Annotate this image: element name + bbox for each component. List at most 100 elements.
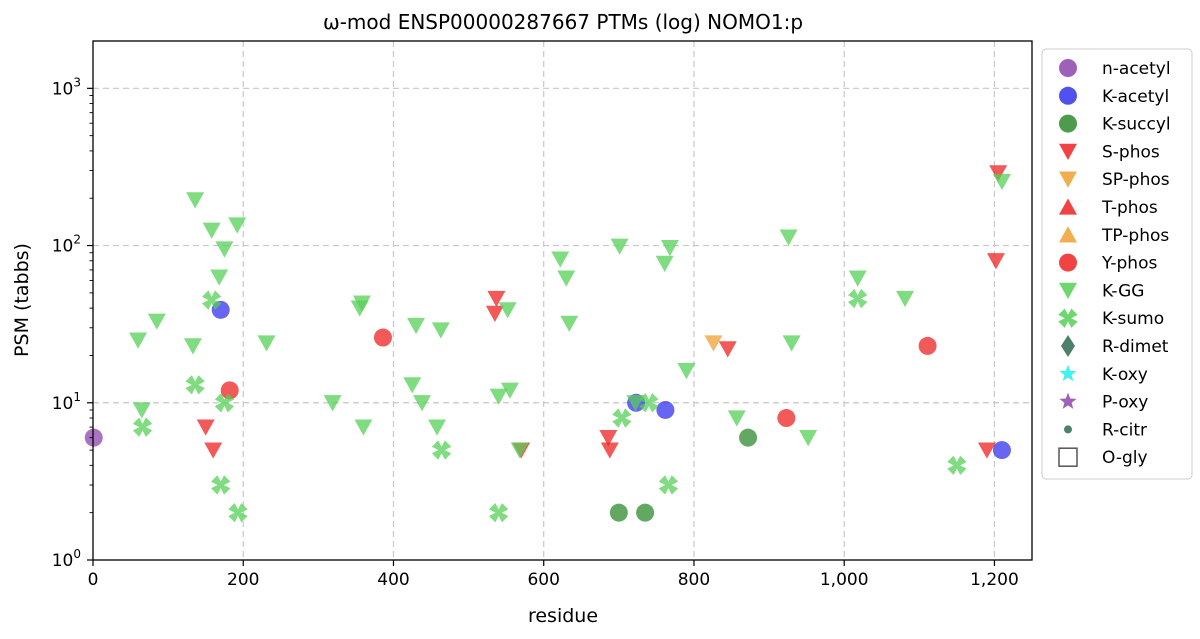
point-k-succyl (636, 503, 655, 522)
point-s-phos (487, 290, 506, 308)
point-k-sumo (201, 290, 222, 310)
axes: 0 200 400 600 800 1,000 1,200 100 101 102 103 (52, 75, 1019, 590)
x-tick-label: 800 (678, 570, 710, 590)
legend-marker-sp-phos (1059, 171, 1077, 188)
point-k-sumo (185, 375, 205, 395)
y-tick-label: 103 (52, 75, 81, 99)
point-k-sumo (658, 475, 679, 495)
point-s-phos (204, 442, 223, 459)
x-tick-label: 400 (377, 570, 409, 590)
legend-marker-k-oxy (1059, 364, 1077, 382)
legend-label-y-phos: Y-phos (1101, 254, 1157, 274)
point-s-phos (485, 305, 504, 322)
legend-marker-tp-phos (1059, 226, 1077, 243)
legend-marker-k-succyl (1059, 114, 1077, 133)
legend-marker-k-sumo (1058, 308, 1078, 328)
point-s-phos (196, 419, 215, 436)
point-k-sumo (488, 502, 509, 523)
point-y-phos (220, 381, 239, 400)
point-k-gg (186, 192, 205, 209)
point-s-phos (718, 341, 737, 358)
point-k-gg (431, 322, 450, 339)
legend-label-k-gg: K-GG (1102, 281, 1144, 301)
point-k-acetyl (656, 400, 675, 419)
legend-label-k-sumo: K-sumo (1102, 309, 1164, 329)
point-k-gg (228, 217, 247, 234)
point-y-phos (777, 409, 796, 428)
point-k-sumo (431, 440, 452, 460)
point-k-gg (210, 269, 229, 286)
point-k-gg (500, 382, 519, 399)
legend-marker-k-gg (1059, 282, 1077, 299)
legend-label-k-oxy: K-oxy (1102, 365, 1148, 385)
point-k-succyl (739, 428, 758, 447)
point-k-gg (896, 290, 915, 308)
point-s-phos (599, 430, 618, 447)
point-k-gg (413, 395, 432, 412)
point-k-sumo (214, 393, 235, 413)
y-tick-label: 100 (52, 547, 81, 571)
point-k-gg (560, 315, 579, 332)
point-k-gg (782, 335, 801, 352)
point-k-gg (132, 402, 151, 419)
legend-marker-y-phos (1059, 253, 1077, 272)
point-k-sumo (639, 393, 659, 413)
legend-label-t-phos: T-phos (1101, 198, 1158, 218)
point-k-gg (551, 251, 570, 268)
point-k-gg (215, 241, 234, 258)
point-k-gg (407, 317, 426, 335)
chart-title: ω-mod ENSP00000287667 PTMs (log) NOMO1:p (323, 10, 803, 34)
point-k-gg (992, 173, 1011, 191)
legend-marker-s-phos (1059, 143, 1077, 160)
point-k-gg (498, 302, 517, 319)
legend-marker-r-dimet (1061, 335, 1075, 357)
legend-label-sp-phos: SP-phos (1102, 170, 1170, 190)
point-k-gg (147, 313, 166, 330)
legend-marker-n-acetyl (1059, 59, 1077, 77)
point-y-phos (373, 328, 392, 347)
point-y-phos (918, 336, 937, 355)
legend-marker-t-phos (1059, 198, 1077, 215)
x-axis-title: residue (528, 605, 598, 627)
point-k-gg (779, 229, 798, 246)
legend-label-tp-phos: TP-phos (1101, 226, 1169, 246)
legend-label-p-oxy: P-oxy (1102, 393, 1148, 413)
point-k-gg (354, 419, 373, 436)
plot-frame (92, 40, 1033, 561)
point-k-gg (799, 430, 818, 447)
legend-label-r-citr: R-citr (1102, 420, 1147, 440)
legend-label-k-acetyl: K-acetyl (1102, 87, 1169, 107)
point-sp-phos (704, 335, 723, 352)
legend-label-n-acetyl: n-acetyl (1102, 59, 1171, 79)
point-k-sumo (848, 288, 868, 309)
point-k-gg (610, 238, 629, 255)
point-k-sumo (211, 475, 231, 495)
point-k-sumo (947, 455, 967, 476)
point-k-gg (352, 295, 371, 312)
legend-label-s-phos: S-phos (1102, 142, 1160, 162)
x-tick-label: 1,200 (970, 570, 1019, 590)
y-tick-label: 102 (52, 233, 81, 257)
x-tick-label: 600 (527, 570, 559, 590)
x-tick-label: 1,000 (820, 570, 869, 590)
legend-marker-p-oxy (1059, 392, 1077, 409)
point-k-sumo (228, 502, 248, 523)
point-n-acetyl (84, 428, 103, 447)
point-s-phos (989, 165, 1008, 182)
y-axis-title: PSM (tabbs) (11, 243, 33, 357)
point-s-phos (986, 253, 1005, 270)
point-k-gg (727, 410, 746, 427)
point-k-gg (183, 338, 202, 355)
legend: n-acetyl K-acetyl K-succyl S-phos SP-phos T-p… (1041, 48, 1193, 480)
point-k-gg (655, 255, 674, 272)
x-tick-label: 0 (88, 570, 99, 590)
point-s-phos (977, 442, 996, 459)
point-k-gg (257, 335, 276, 352)
point-k-gg (403, 377, 422, 394)
point-k-gg (323, 395, 342, 412)
point-k-gg (489, 388, 508, 405)
point-k-gg (202, 222, 221, 239)
point-k-gg (510, 442, 529, 459)
point-k-gg (428, 419, 447, 436)
